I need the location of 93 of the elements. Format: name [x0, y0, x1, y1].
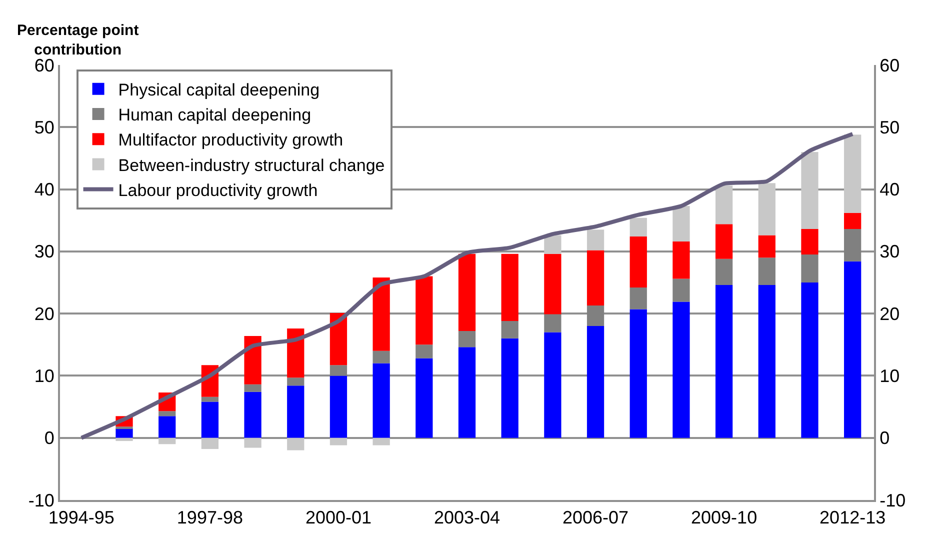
- bar: [544, 332, 562, 438]
- legend-label: Labour productivity growth: [118, 180, 318, 200]
- y-tick-label: 50: [34, 117, 54, 138]
- bar: [244, 384, 262, 392]
- bar: [330, 438, 348, 446]
- bar: [544, 235, 562, 254]
- bar: [501, 254, 518, 322]
- bar: [844, 229, 862, 262]
- bar: [287, 378, 304, 386]
- x-tick-label: 2009-10: [691, 508, 758, 528]
- y2-tick-label: 40: [880, 180, 900, 200]
- legend-label: Human capital deepening: [118, 106, 312, 125]
- y-tick-label: 0: [44, 428, 54, 448]
- bar: [501, 338, 518, 438]
- bar: [586, 305, 604, 326]
- bar: [287, 386, 304, 438]
- bar: [844, 212, 862, 230]
- y2-tick-label: 50: [880, 117, 900, 138]
- bar: [416, 358, 433, 438]
- bar: [544, 254, 562, 314]
- bar: [630, 236, 647, 288]
- y-tick-label: 20: [34, 304, 54, 324]
- bar: [672, 206, 690, 242]
- y2-tick-label: 60: [880, 55, 900, 76]
- bar: [630, 218, 647, 237]
- bar: [458, 254, 476, 331]
- line-series: [79, 132, 855, 440]
- x-tick-label: 2006-07: [562, 508, 629, 528]
- y2-tick-label: 10: [880, 366, 900, 386]
- legend-label: Multifactor productivity growth: [118, 130, 344, 150]
- y-tick-label: 10: [34, 366, 54, 386]
- bar: [416, 344, 433, 358]
- bar: [586, 230, 604, 250]
- bar: [672, 241, 690, 279]
- bar: [630, 287, 647, 310]
- bar: [416, 276, 433, 345]
- x-tick-label: 1997-98: [176, 508, 243, 528]
- bar: [801, 282, 818, 438]
- y2-tick-label: 30: [880, 242, 900, 262]
- bar: [244, 438, 262, 448]
- bar: [244, 336, 262, 384]
- bar: [372, 438, 390, 446]
- y2-tick-label: 0: [880, 428, 890, 448]
- bar: [330, 365, 348, 376]
- bar: [158, 438, 176, 444]
- y2-tick-label: -10: [880, 490, 906, 510]
- bar: [458, 347, 476, 438]
- legend-label: Physical capital deepening: [118, 80, 320, 100]
- y2-tick-label: 20: [880, 304, 900, 324]
- bar: [116, 438, 133, 441]
- bar: [758, 258, 776, 285]
- x-tick-label: 2012-13: [820, 508, 886, 528]
- bar: [372, 363, 390, 438]
- bar: [715, 258, 733, 285]
- bar: [201, 438, 219, 450]
- bar: [372, 278, 390, 351]
- bar: [801, 229, 818, 255]
- bar: [287, 438, 304, 450]
- bar: [372, 350, 390, 364]
- y-tick-label: -10: [28, 490, 54, 510]
- legend-label: Between-industry structural change: [118, 156, 385, 175]
- bar: [586, 250, 604, 306]
- bar: [630, 309, 647, 438]
- y-tick-label: 40: [34, 180, 54, 200]
- bar: [330, 376, 348, 438]
- bar: [801, 254, 818, 282]
- bar: [544, 314, 562, 332]
- x-tick-label: 2003-04: [434, 508, 500, 528]
- bar: [586, 326, 604, 438]
- y-tick-label: 30: [34, 242, 54, 262]
- bar: [501, 321, 518, 338]
- bar: [758, 235, 776, 258]
- bar: [758, 183, 776, 236]
- bar: [287, 328, 304, 378]
- bar: [844, 261, 862, 438]
- bar: [158, 416, 176, 438]
- bar: [672, 278, 690, 302]
- x-tick-label: 1994-95: [48, 508, 114, 528]
- bar: [801, 152, 818, 230]
- x-tick-label: 2000-01: [305, 508, 372, 528]
- bar: [244, 392, 262, 438]
- bar: [458, 330, 476, 348]
- bar: [715, 186, 733, 224]
- bar: [158, 411, 176, 416]
- bar: [201, 396, 219, 402]
- bar: [330, 312, 348, 366]
- bar: [201, 402, 219, 438]
- bar: [116, 428, 133, 438]
- bar: [758, 284, 776, 438]
- bar: [672, 302, 690, 438]
- bar: [844, 134, 862, 213]
- bar: [715, 224, 733, 259]
- bar: [715, 284, 733, 438]
